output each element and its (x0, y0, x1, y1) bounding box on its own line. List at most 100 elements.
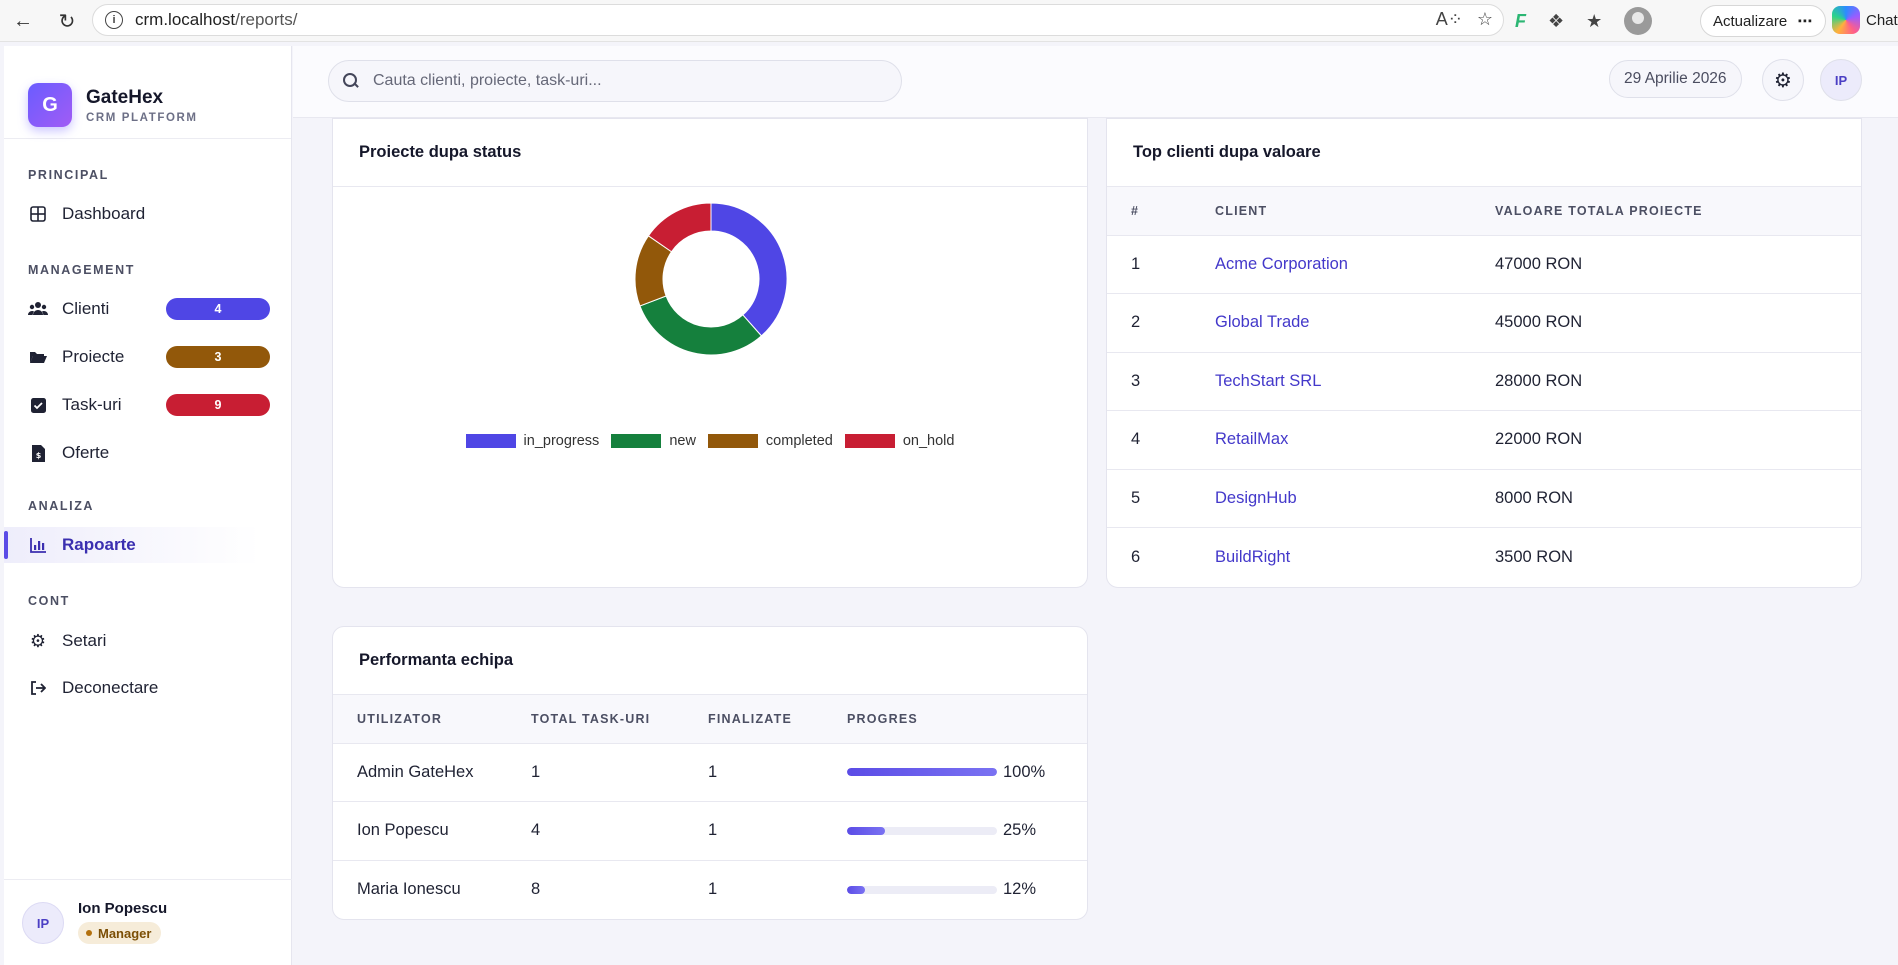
sidebar-item-label: Clienti (62, 299, 110, 318)
gear-icon: ⚙ (29, 630, 47, 651)
theme-toggle-button[interactable]: ⚙ (1762, 59, 1804, 101)
progress-label: 25% (1003, 821, 1037, 840)
sidebar-item-clienti[interactable]: Clienti 4 (28, 291, 270, 327)
column-header: FINALIZATE (708, 695, 847, 744)
client-link[interactable]: Global Trade (1215, 293, 1495, 353)
rank-cell: 6 (1131, 547, 1141, 566)
sidebar-item-rapoarte[interactable]: Rapoarte (4, 527, 260, 563)
table-row: 5 DesignHub 8000 RON (1107, 469, 1861, 528)
sidebar-item-oferte[interactable]: $ Oferte (28, 435, 270, 471)
proiecte-count-badge: 3 (166, 346, 270, 368)
brand-logo[interactable]: G (28, 83, 72, 127)
chart-legend: in_progress new completed on_hold (333, 433, 1087, 449)
table-row: 4 RetailMax 22000 RON (1107, 410, 1861, 470)
avatar[interactable]: IP (1820, 59, 1862, 101)
client-link[interactable]: Acme Corporation (1215, 235, 1495, 294)
site-info-icon[interactable]: i (105, 11, 123, 29)
progress-fill (847, 768, 997, 777)
sidebar-item-proiecte[interactable]: Proiecte 3 (28, 339, 270, 375)
column-header: VALOARE TOTALA PROIECTE (1495, 187, 1861, 236)
refresh-icon[interactable]: ↻ (58, 10, 76, 33)
more-icon[interactable]: ⋯ (1797, 13, 1814, 30)
progress-bar (847, 885, 997, 894)
section-label-principal: PRINCIPAL (28, 168, 109, 182)
profile-icon[interactable] (1624, 7, 1653, 35)
extension-f-icon[interactable]: F (1515, 10, 1526, 31)
copilot-icon (1832, 6, 1860, 34)
address-bar[interactable]: i crm.localhost/reports/ A⁘ ☆ (92, 4, 1504, 36)
sidebar-item-label: Task-uri (62, 395, 122, 414)
extensions-puzzle-icon[interactable]: ❖ (1548, 10, 1565, 31)
done-cell: 1 (708, 801, 847, 861)
column-header: TOTAL TASK-URI (531, 695, 708, 744)
favorite-star-icon[interactable]: ☆ (1476, 9, 1493, 29)
column-header: UTILIZATOR (333, 695, 531, 744)
copilot-chat-button[interactable]: Chat (1832, 6, 1898, 34)
invoice-icon: $ (28, 443, 48, 463)
current-user[interactable]: IP Ion Popescu Manager (4, 879, 292, 965)
sidebar-item-label: Deconectare (62, 678, 159, 697)
section-label-cont: CONT (28, 594, 70, 608)
top-clients-table: # CLIENT VALOARE TOTALA PROIECTE 1 Acme C… (1107, 187, 1861, 586)
rank-cell: 3 (1107, 352, 1215, 411)
donut-slice-new[interactable] (639, 295, 763, 356)
top-clients-card: Top clienti dupa valoare # CLIENT VALOAR… (1106, 118, 1862, 588)
legend-swatch (611, 434, 662, 448)
sidebar-item-taskuri[interactable]: Task-uri 9 (28, 387, 270, 423)
legend-swatch (707, 434, 758, 448)
sidebar-item-label: Rapoarte (62, 535, 136, 554)
sidebar: G GateHex CRM PLATFORM PRINCIPAL Dashboa… (4, 46, 292, 965)
card-title: Top clienti dupa valoare (1107, 119, 1861, 187)
client-link[interactable]: BuildRight (1215, 547, 1291, 566)
progress-fill (847, 885, 865, 894)
progress-fill (847, 826, 885, 835)
legend-swatch (465, 434, 516, 448)
url-text[interactable]: crm.localhost/reports/ (135, 10, 298, 29)
value-cell: 47000 RON (1495, 235, 1861, 294)
search-box[interactable] (328, 60, 902, 102)
role-badge: Manager (78, 922, 162, 944)
legend-item-new[interactable]: new (611, 433, 696, 449)
avatar[interactable]: IP (22, 902, 64, 944)
table-row: Ion Popescu 4 1 25% (333, 801, 1087, 861)
card-title: Performanta echipa (333, 627, 1087, 695)
section-label-management: MANAGEMENT (28, 263, 135, 277)
total-cell: 4 (531, 801, 708, 861)
section-label-analiza: ANALIZA (28, 499, 95, 513)
donut-slice-in_progress[interactable] (710, 202, 788, 337)
favorites-list-icon[interactable]: ★ (1586, 10, 1603, 31)
read-aloud-icon[interactable]: A⁘ (1435, 9, 1463, 29)
client-link[interactable]: RetailMax (1215, 410, 1495, 470)
user-cell: Ion Popescu (333, 801, 531, 861)
table-header-row: UTILIZATOR TOTAL TASK-URI FINALIZATE PRO… (333, 695, 1087, 744)
legend-item-on_hold[interactable]: on_hold (844, 433, 954, 449)
chat-label: Chat (1866, 11, 1898, 29)
status-donut-chart (634, 202, 788, 356)
total-cell: 8 (531, 880, 541, 898)
legend-item-in_progress[interactable]: in_progress (465, 433, 599, 449)
clienti-count-badge: 4 (166, 298, 270, 320)
client-link[interactable]: DesignHub (1215, 469, 1495, 528)
done-cell: 1 (708, 743, 847, 802)
progress-label: 12% (1003, 880, 1037, 898)
sidebar-item-setari[interactable]: ⚙ Setari (28, 623, 270, 659)
sidebar-item-dashboard[interactable]: Dashboard (28, 196, 270, 232)
role-label: Manager (98, 925, 152, 941)
grid-icon (28, 204, 48, 224)
update-button[interactable]: Actualizare ⋯ (1700, 5, 1827, 37)
column-header: PROGRES (847, 695, 1087, 744)
back-icon[interactable]: ← (13, 9, 33, 32)
user-cell: Maria Ionescu (357, 880, 461, 898)
brand: G GateHex CRM PLATFORM (4, 46, 291, 139)
donut-slice-on_hold[interactable] (647, 202, 712, 253)
rank-cell: 2 (1107, 293, 1215, 353)
legend-item-completed[interactable]: completed (707, 433, 833, 449)
sidebar-item-deconectare[interactable]: Deconectare (28, 670, 270, 706)
browser-toolbar: ← ↻ i crm.localhost/reports/ A⁘ ☆ F ❖ ★ … (0, 0, 1898, 42)
taskuri-count-badge: 9 (166, 394, 270, 416)
client-link[interactable]: TechStart SRL (1215, 352, 1495, 411)
table-row: 3 TechStart SRL 28000 RON (1107, 352, 1861, 411)
column-header: # (1107, 187, 1215, 236)
rank-cell: 5 (1107, 469, 1215, 528)
search-input[interactable] (373, 72, 873, 90)
